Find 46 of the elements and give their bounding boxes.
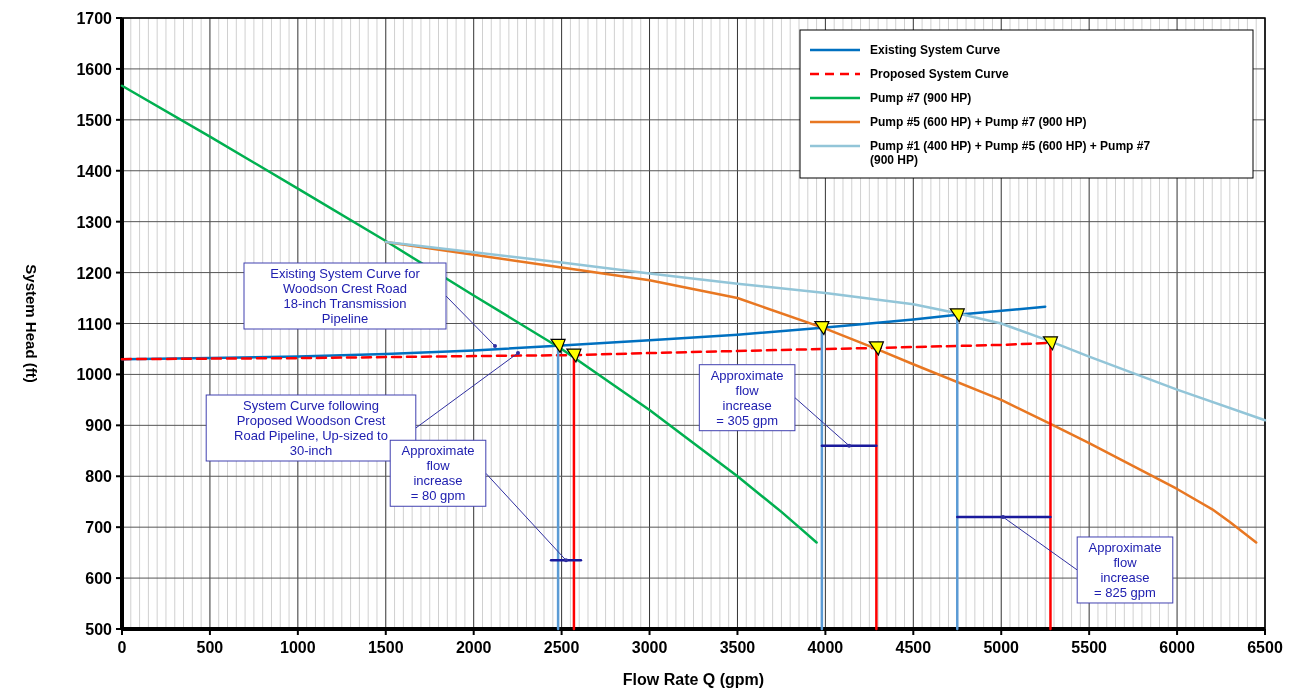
y-tick-label: 900 xyxy=(85,417,113,435)
y-tick-label: 600 xyxy=(85,570,113,588)
x-axis-title: Flow Rate Q (gpm) xyxy=(622,671,765,688)
annotation: Existing System Curve for Woodson Crest Road 18-inch Transmission Pipeline xyxy=(270,266,421,326)
legend-label: Pump #7 (900 HP) xyxy=(870,91,972,105)
legend-label: Existing System Curve xyxy=(870,43,1001,57)
y-tick-label: 1200 xyxy=(76,264,113,282)
x-tick-label: 6500 xyxy=(1247,639,1283,656)
x-tick-label: 1000 xyxy=(280,639,316,656)
y-tick-label: 700 xyxy=(85,519,113,537)
y-tick-label: 800 xyxy=(85,468,113,486)
x-tick-label: 4500 xyxy=(895,639,932,656)
point xyxy=(566,348,582,363)
x-tick-label: 1500 xyxy=(367,639,404,656)
annotation: System Curve following Proposed Woodson Crest Road Pipeline, Up-sized to 30-inch xyxy=(234,398,388,458)
point xyxy=(814,320,830,336)
point xyxy=(868,341,884,356)
y-axis-title: System Head (ft) xyxy=(23,264,40,383)
x-tick-label: 6000 xyxy=(1159,639,1195,656)
y-tick-label: 1700 xyxy=(76,10,113,27)
x-tick-label: 5500 xyxy=(1071,639,1108,656)
y-tick-label: 1300 xyxy=(76,213,113,231)
y-tick-label: 1400 xyxy=(76,162,113,180)
annotation: Approximate flow increase = 825 gpm xyxy=(1088,539,1162,600)
point xyxy=(1042,336,1059,351)
x-tick-label: 2000 xyxy=(455,639,492,656)
x-tick-label: 500 xyxy=(196,639,224,656)
legend-label: Proposed System Curve xyxy=(870,67,1010,81)
y-tick-label: 1000 xyxy=(76,366,113,384)
legend-label: Pump #1 (400 HP) + Pump #5 (600 HP) + Pump #7 (900 HP) xyxy=(870,139,1151,167)
x-tick-label: 0 xyxy=(117,639,127,656)
y-tick-label: 500 xyxy=(85,621,113,638)
point xyxy=(550,338,566,353)
x-tick-label: 3500 xyxy=(719,639,756,656)
annotation: Approximate flow increase = 305 gpm xyxy=(710,367,784,428)
x-tick-label: 3000 xyxy=(631,639,668,656)
legend-label: Pump #5 (600 HP) + Pump #7 (900 HP) xyxy=(870,115,1087,129)
line-series xyxy=(120,84,818,544)
point xyxy=(949,308,965,323)
y-tick-label: 1500 xyxy=(76,111,113,129)
y-tick-label: 1100 xyxy=(77,315,113,333)
x-tick-label: 2500 xyxy=(543,639,580,656)
x-tick-label: 4000 xyxy=(807,639,844,656)
x-tick-label: 5000 xyxy=(983,639,1020,656)
y-tick-label: 1600 xyxy=(76,60,113,78)
annotation: Approximate flow increase = 80 gpm xyxy=(401,443,475,504)
